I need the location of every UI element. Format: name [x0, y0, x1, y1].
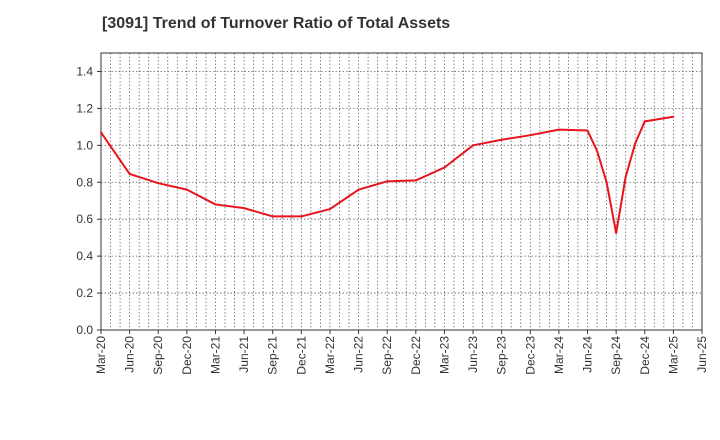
data-point	[500, 138, 503, 141]
x-tick-label: Jun-24	[581, 336, 595, 373]
grid-layer	[101, 53, 702, 330]
data-point	[615, 232, 618, 235]
chart-title: [3091] Trend of Turnover Ratio of Total …	[102, 15, 451, 32]
x-tick-label: Sep-23	[495, 336, 509, 375]
data-point	[605, 181, 608, 184]
data-point	[472, 144, 475, 147]
y-tick-label: 1.2	[76, 101, 93, 115]
x-tick-label: Jun-21	[237, 336, 251, 373]
x-tick-label: Dec-21	[294, 336, 308, 375]
data-point	[357, 188, 360, 191]
x-tick-label: Sep-21	[266, 336, 280, 375]
data-point	[185, 188, 188, 191]
series-layer	[100, 115, 675, 235]
y-tick-label: 0.2	[76, 286, 93, 300]
y-tick-label: 0.0	[76, 323, 93, 337]
x-axis: Mar-20 Jun-20 Sep-20 Dec-20 Mar-21 Jun-21 Sep-…	[94, 330, 709, 375]
x-tick-label: Dec-22	[409, 336, 423, 375]
data-point	[557, 128, 560, 131]
x-tick-label: Jun-20	[123, 336, 137, 373]
y-tick-label: 1.0	[76, 138, 93, 152]
plot-frame	[100, 52, 703, 331]
data-point	[414, 179, 417, 182]
x-tick-label: Mar-20	[94, 336, 108, 374]
y-tick-label: 0.6	[76, 212, 93, 226]
data-point	[128, 172, 131, 175]
x-tick-label: Dec-24	[638, 336, 652, 375]
x-tick-label: Mar-24	[552, 336, 566, 374]
y-tick-label: 1.4	[76, 64, 93, 78]
x-tick-label: Dec-23	[523, 336, 537, 375]
data-point	[271, 215, 274, 218]
data-point	[529, 134, 532, 137]
x-tick-label: Jun-22	[352, 336, 366, 373]
data-point	[100, 131, 102, 134]
x-tick-label: Sep-20	[151, 336, 165, 375]
data-point	[596, 149, 599, 152]
data-point	[157, 182, 160, 185]
data-point	[386, 180, 389, 183]
data-point	[328, 208, 331, 211]
x-tick-label: Jun-25	[695, 336, 709, 373]
data-point	[586, 129, 589, 132]
y-axis: 0.0 0.2 0.4 0.6 0.8 1.0 1.2 1.4	[76, 64, 101, 337]
x-tick-label: Sep-24	[609, 336, 623, 375]
data-point	[243, 207, 246, 210]
data-point	[634, 142, 637, 145]
data-point	[624, 175, 627, 178]
x-tick-label: Jun-23	[466, 336, 480, 373]
x-tick-label: Mar-22	[323, 336, 337, 374]
x-tick-label: Mar-25	[666, 336, 680, 374]
data-point	[643, 120, 646, 123]
data-point	[214, 203, 217, 206]
x-tick-label: Sep-22	[380, 336, 394, 375]
data-point	[672, 115, 675, 118]
data-point	[300, 215, 303, 218]
y-tick-label: 0.8	[76, 175, 93, 189]
x-tick-label: Mar-21	[208, 336, 222, 374]
x-tick-label: Dec-20	[180, 336, 194, 375]
x-tick-label: Mar-23	[437, 336, 451, 374]
y-tick-label: 0.4	[76, 249, 93, 263]
data-point	[443, 166, 446, 169]
